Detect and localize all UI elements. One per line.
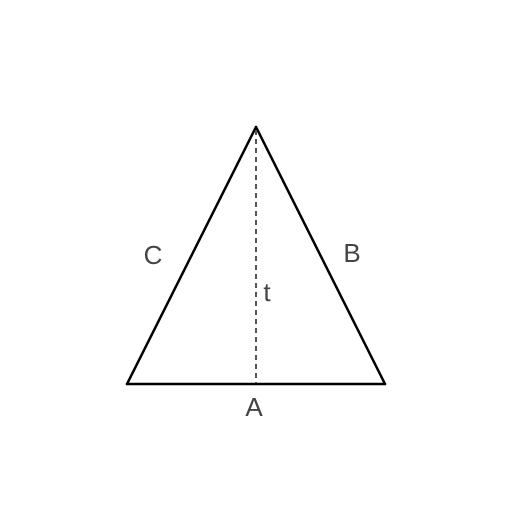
label-a: A <box>245 392 263 422</box>
label-b: B <box>343 238 360 268</box>
label-t: t <box>263 277 271 307</box>
side-c-line <box>125 125 258 386</box>
side-b-line <box>254 125 387 386</box>
label-c: C <box>144 240 163 270</box>
